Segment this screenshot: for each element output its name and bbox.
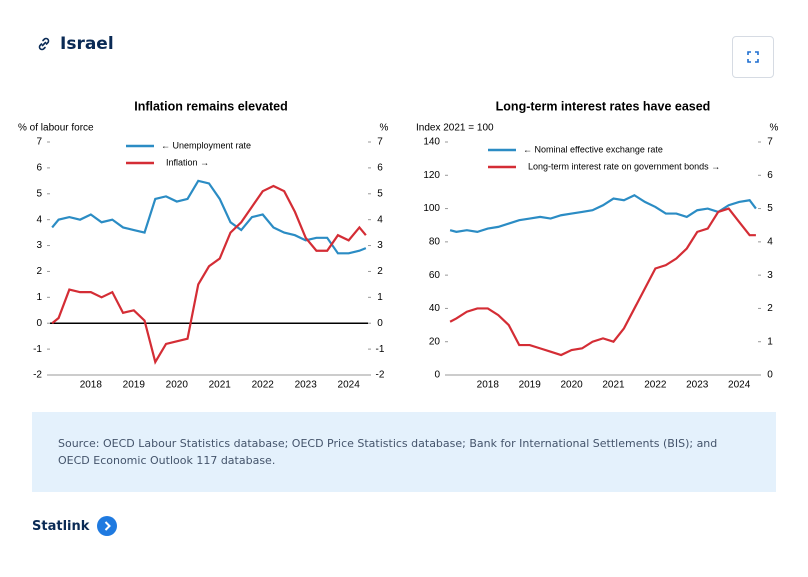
charts: Inflation remains elevated % of labour fo… bbox=[18, 99, 779, 391]
y-tick-label: 0 bbox=[36, 318, 42, 329]
y2-tick-label: 2 bbox=[377, 266, 383, 277]
chart-title: Long-term interest rates have eased bbox=[496, 99, 711, 113]
series-line bbox=[51, 179, 367, 255]
y2-tick-label: 6 bbox=[767, 170, 773, 181]
legend-label: ← Unemployment rate bbox=[161, 140, 251, 150]
series-line bbox=[449, 194, 757, 233]
legend-label: Long-term interest rate on government bo… bbox=[528, 161, 720, 171]
y-tick-label: 2 bbox=[36, 266, 42, 277]
x-tick-label: 2024 bbox=[338, 380, 361, 391]
y2-tick-label: 1 bbox=[377, 292, 383, 303]
y2-tick-label: 0 bbox=[767, 370, 773, 381]
y2-tick-label: -2 bbox=[376, 370, 385, 381]
y2-tick-label: 4 bbox=[377, 214, 383, 225]
source-note: Source: OECD Labour Statistics database;… bbox=[32, 412, 776, 492]
y2-tick-label: 5 bbox=[767, 203, 773, 214]
y2-tick-label: 7 bbox=[767, 137, 773, 148]
y2-tick-label: 3 bbox=[377, 240, 383, 251]
x-tick-label: 2020 bbox=[560, 380, 583, 391]
x-tick-label: 2018 bbox=[80, 380, 103, 391]
statlink[interactable]: Statlink bbox=[32, 516, 118, 536]
y2-tick-label: 0 bbox=[377, 318, 383, 329]
x-tick-label: 2021 bbox=[209, 380, 232, 391]
y-tick-label: -2 bbox=[33, 370, 42, 381]
y-tick-label: 140 bbox=[423, 137, 440, 148]
y2-tick-label: 1 bbox=[767, 336, 773, 347]
link-icon bbox=[38, 37, 50, 51]
x-tick-label: 2023 bbox=[295, 380, 318, 391]
x-tick-label: 2021 bbox=[602, 380, 625, 391]
y2-tick-label: 7 bbox=[377, 137, 383, 148]
x-tick-label: 2022 bbox=[252, 380, 275, 391]
y-tick-label: 5 bbox=[36, 188, 42, 199]
y-axis-label: Index 2021 = 100 bbox=[416, 123, 494, 134]
title: Israel bbox=[60, 34, 114, 54]
x-tick-label: 2018 bbox=[477, 380, 500, 391]
y-axis-label: % of labour force bbox=[18, 123, 94, 134]
expand-button[interactable] bbox=[732, 36, 774, 78]
y-tick-label: 40 bbox=[429, 303, 441, 314]
y-tick-label: 60 bbox=[429, 270, 441, 281]
x-tick-label: 2019 bbox=[123, 380, 146, 391]
header: Israel bbox=[36, 34, 114, 54]
x-tick-label: 2024 bbox=[728, 380, 751, 391]
y2-tick-label: 5 bbox=[377, 188, 383, 199]
y2-tick-label: 3 bbox=[767, 270, 773, 281]
y-tick-label: 120 bbox=[423, 170, 440, 181]
y-tick-label: 3 bbox=[36, 240, 42, 251]
y-tick-label: 6 bbox=[36, 163, 42, 174]
legend-label: ← Nominal effective exchange rate bbox=[523, 144, 663, 154]
y-tick-label: 7 bbox=[36, 137, 42, 148]
y-tick-label: 0 bbox=[434, 370, 440, 381]
y-tick-label: 80 bbox=[429, 236, 441, 247]
y-tick-label: 4 bbox=[36, 214, 42, 225]
series-line bbox=[51, 184, 367, 365]
y2-axis-label: % bbox=[380, 123, 389, 134]
x-tick-label: 2022 bbox=[644, 380, 667, 391]
y2-tick-label: 4 bbox=[767, 236, 773, 247]
y2-axis-label: % bbox=[770, 123, 779, 134]
y-tick-label: -1 bbox=[33, 344, 42, 355]
expand-icon bbox=[747, 51, 759, 63]
y2-tick-label: 6 bbox=[377, 163, 383, 174]
chart-title: Inflation remains elevated bbox=[134, 99, 288, 113]
x-tick-label: 2019 bbox=[519, 380, 542, 391]
statlink-icon bbox=[97, 516, 118, 536]
x-tick-label: 2020 bbox=[166, 380, 189, 391]
statlink-label: Statlink bbox=[32, 518, 90, 534]
y-tick-label: 100 bbox=[423, 203, 440, 214]
x-tick-label: 2023 bbox=[686, 380, 709, 391]
legend-label: Inflation → bbox=[166, 157, 209, 167]
y2-tick-label: 2 bbox=[767, 303, 773, 314]
series-line bbox=[449, 207, 756, 357]
y-tick-label: 1 bbox=[36, 292, 42, 303]
y-tick-label: 20 bbox=[429, 336, 441, 347]
y2-tick-label: -1 bbox=[376, 344, 385, 355]
